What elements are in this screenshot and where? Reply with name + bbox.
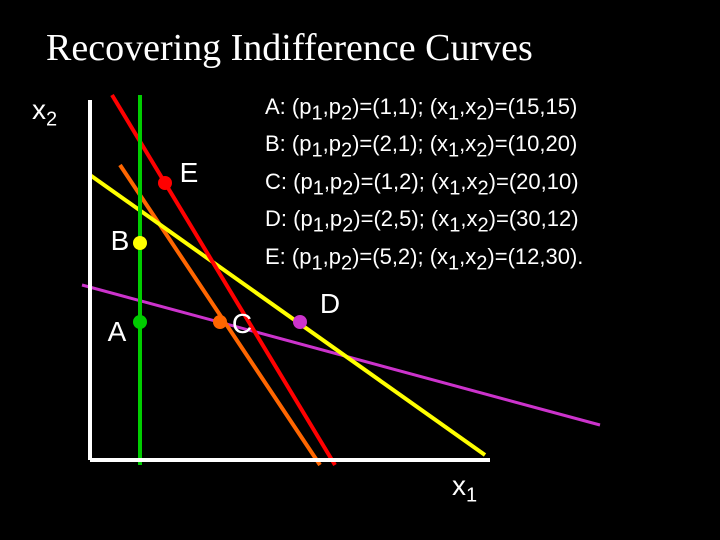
point-C-label: C (232, 308, 252, 340)
chart-area: EBACD x2 x1 A: (p1,p2)=(1,1); (x1,x2)=(1… (90, 100, 690, 500)
legend-row-b: B: (p1,p2)=(2,1); (x1,x2)=(10,20) (265, 129, 583, 164)
x-axis-label: x1 (452, 470, 477, 508)
legend-row-e: E: (p1,p2)=(5,2); (x1,x2)=(12,30). (265, 242, 583, 277)
legend-block: A: (p1,p2)=(1,1); (x1,x2)=(15,15)B: (p1,… (265, 92, 583, 279)
y-axis-label: x2 (32, 94, 57, 132)
slide-title: Recovering Indifference Curves (46, 26, 533, 70)
point-E (158, 176, 172, 190)
point-C (213, 315, 227, 329)
legend-row-d: D: (p1,p2)=(2,5); (x1,x2)=(30,12) (265, 204, 583, 239)
point-B (133, 236, 147, 250)
point-E-label: E (180, 157, 199, 189)
point-D-label: D (320, 288, 340, 320)
point-D (293, 315, 307, 329)
legend-row-c: C: (p1,p2)=(1,2); (x1,x2)=(20,10) (265, 167, 583, 202)
point-A (133, 315, 147, 329)
legend-row-a: A: (p1,p2)=(1,1); (x1,x2)=(15,15) (265, 92, 583, 127)
point-A-label: A (108, 316, 127, 348)
point-B-label: B (111, 225, 130, 257)
